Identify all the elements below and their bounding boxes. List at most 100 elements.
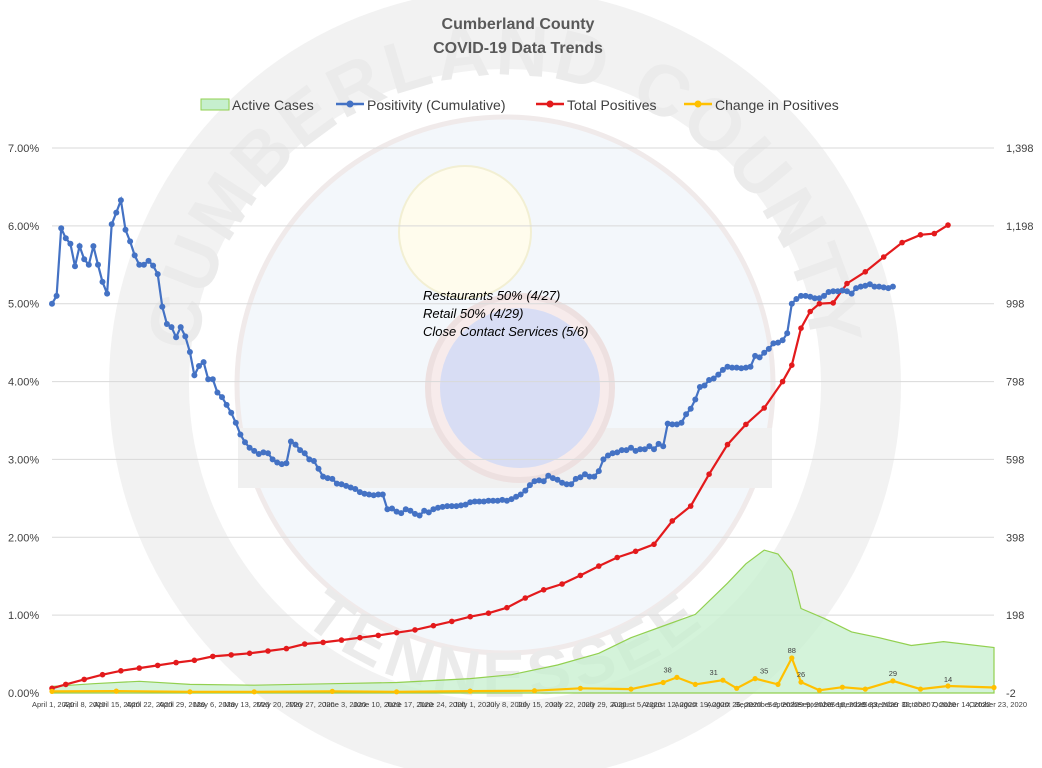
- positivity-point: [458, 502, 464, 509]
- positivity-point: [775, 339, 781, 346]
- x-tick-label: September 23, 2020: [830, 700, 898, 709]
- total-point: [118, 668, 124, 674]
- total-point: [844, 280, 850, 287]
- change-data-labels: 38 31 35 88 26 29 14: [664, 646, 953, 684]
- change-point: [660, 679, 666, 686]
- change-point: [917, 686, 924, 692]
- change-point: [945, 683, 951, 689]
- positivity-point: [435, 504, 441, 511]
- positivity-point: [255, 451, 262, 457]
- chart-legend: Active Cases Positivity (Cumulative) Tot…: [200, 97, 839, 113]
- total-point: [789, 362, 795, 369]
- positivity-point: [108, 221, 115, 228]
- positivity-point: [136, 261, 143, 268]
- total-point: [485, 610, 492, 616]
- positivity-point: [402, 506, 409, 513]
- positivity-point: [664, 420, 671, 427]
- positivity-point: [99, 278, 106, 285]
- x-tick-label: June 3, 2020: [323, 700, 366, 709]
- positivity-point: [347, 484, 354, 491]
- positivity-point: [788, 300, 795, 307]
- positivity-point: [85, 261, 92, 268]
- positivity-point: [131, 252, 138, 259]
- total-point: [283, 645, 290, 652]
- total-point: [779, 378, 786, 385]
- x-tick-label: July 15, 2020: [517, 700, 562, 709]
- total-point: [931, 230, 938, 237]
- positivity-point: [453, 503, 460, 510]
- active-cases-area: [51, 549, 995, 694]
- positivity-point: [393, 508, 400, 515]
- positivity-point: [706, 377, 713, 383]
- positivity-point: [163, 321, 170, 327]
- positivity-point: [412, 510, 418, 517]
- positivity-point: [343, 482, 350, 489]
- positivity-point: [375, 491, 382, 498]
- positivity-point: [269, 456, 276, 463]
- active-cases-series: [51, 549, 995, 694]
- change-data-label: 26: [797, 670, 805, 679]
- total-point: [687, 503, 694, 509]
- x-tick-label: July 29, 2020: [582, 700, 627, 709]
- positivity-point: [140, 261, 147, 268]
- positivity-point: [862, 282, 869, 289]
- positivity-point: [844, 288, 850, 295]
- change-point: [692, 681, 698, 688]
- change-point: [839, 684, 846, 690]
- positivity-point: [292, 441, 299, 448]
- positivity-point: [802, 292, 809, 299]
- positivity-point: [95, 261, 101, 268]
- positivity-point: [232, 419, 239, 426]
- total-point: [632, 548, 639, 555]
- change-point: [734, 685, 740, 691]
- positivity-point: [517, 491, 524, 498]
- x-tick-label: September 30, 2020: [863, 700, 931, 709]
- total-point: [412, 627, 418, 633]
- change-point: [394, 689, 400, 695]
- change-data-label: 88: [788, 646, 796, 655]
- total-point: [761, 405, 767, 411]
- positivity-point: [632, 447, 639, 454]
- positivity-point: [283, 460, 290, 467]
- positivity-point: [389, 505, 395, 512]
- total-point: [136, 665, 143, 671]
- total-point: [743, 421, 749, 428]
- positivity-point: [154, 271, 161, 278]
- total-point: [430, 622, 437, 629]
- left-tick-label: 1.00%: [8, 610, 39, 622]
- x-tick-label: July 8, 2020: [487, 700, 527, 709]
- total-point: [862, 269, 869, 275]
- left-tick-label: 4.00%: [8, 377, 39, 389]
- total-point: [154, 662, 161, 669]
- x-tick-label: September 16, 2020: [798, 700, 866, 709]
- positivity-point: [490, 497, 497, 504]
- x-tick-label: April 22, 2020: [126, 700, 172, 709]
- positivity-point: [53, 292, 60, 299]
- positivity-point: [320, 473, 327, 480]
- change-point: [890, 678, 896, 684]
- positivity-point: [857, 283, 864, 290]
- total-point: [301, 641, 308, 647]
- change-data-label: 31: [710, 668, 718, 677]
- total-point: [596, 563, 602, 569]
- change-point: [674, 674, 680, 681]
- positivity-point: [260, 449, 267, 456]
- total-point: [651, 541, 657, 548]
- x-tick-label: June 24, 2020: [418, 700, 466, 709]
- reopening-annotations: Restaurants 50% (4/27) Retail 50% (4/29)…: [423, 288, 588, 339]
- legend-active-label: Active Cases: [232, 97, 314, 113]
- chart-title: Cumberland County: [442, 16, 595, 33]
- positivity-point: [246, 444, 253, 451]
- total-point: [577, 572, 584, 579]
- legend-positivity-marker: [346, 100, 354, 108]
- positivity-point: [182, 333, 189, 340]
- change-point: [775, 681, 781, 688]
- positivity-point: [637, 446, 644, 453]
- positivity-point: [889, 283, 896, 290]
- right-tick-label: 1,198: [1006, 221, 1034, 233]
- positivity-point: [568, 481, 575, 488]
- right-tick-label: 598: [1006, 454, 1024, 466]
- total-point: [830, 300, 836, 306]
- positivity-point: [816, 295, 823, 302]
